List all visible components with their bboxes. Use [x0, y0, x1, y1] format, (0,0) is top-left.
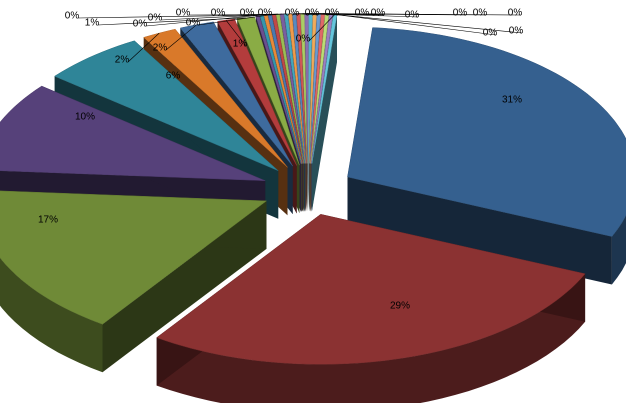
leader-line-9: [145, 15, 258, 27]
leader-line-17: [290, 13, 299, 16]
slice-label-10: 0%: [65, 11, 80, 22]
slice-cut-28-1: [311, 14, 337, 212]
slice-label-14: 0%: [211, 8, 226, 19]
leader-line-10: [77, 14, 262, 19]
slice-label-8: 1%: [85, 18, 100, 29]
pie-slice-4: [54, 40, 279, 171]
slice-label-1: 29%: [390, 301, 410, 312]
slice-label-28: 0%: [296, 34, 311, 45]
leader-line-11: [160, 14, 266, 21]
leader-line-28: [308, 13, 336, 42]
leader-line-18: [294, 13, 319, 16]
slice-label-21: 0%: [371, 8, 386, 19]
slice-cut-0-1: [347, 177, 612, 285]
slice-label-22: 0%: [405, 10, 420, 21]
leader-line-6: [165, 24, 197, 51]
leader-lines: [77, 13, 523, 63]
pie-slice-0: [347, 27, 626, 237]
slice-label-23: 0%: [453, 8, 468, 19]
slice-label-6: 2%: [153, 43, 168, 54]
slice-wall-0: [611, 215, 626, 285]
slice-label-12: 0%: [176, 8, 191, 19]
slice-label-9: 0%: [133, 19, 148, 30]
pie-slice-2: [0, 190, 268, 325]
slice-label-0: 31%: [502, 95, 522, 106]
slice-label-2: 17%: [38, 215, 58, 226]
slice-tops: [0, 13, 626, 365]
leader-line-13: [198, 14, 274, 26]
leader-line-25: [322, 13, 522, 16]
slice-label-16: 0%: [258, 8, 273, 19]
slice-label-4: 6%: [166, 71, 181, 82]
slice-label-11: 0%: [148, 13, 163, 24]
slice-label-26: 0%: [509, 26, 524, 37]
slice-labels: 31%29%17%10%6%2%2% 1%1% 0%0% 0% 0%0%0% 0% 0% 0%…: [38, 8, 523, 312]
slice-label-7: 1%: [233, 39, 248, 50]
slice-wall-1: [156, 273, 586, 403]
slice-label-15: 0%: [240, 8, 255, 19]
slice-label-20: 0%: [355, 8, 370, 19]
slice-label-24: 0%: [473, 8, 488, 19]
leader-line-5: [127, 32, 160, 63]
slice-label-5: 2%: [115, 55, 130, 66]
slice-label-18: 0%: [305, 8, 320, 19]
leader-line-26: [327, 13, 523, 34]
leader-line-16: [270, 13, 287, 16]
leader-line-15: [252, 13, 283, 16]
leader-line-7: [225, 19, 247, 47]
pie-slice-3: [0, 85, 266, 181]
slice-wall-2: [0, 257, 103, 373]
slice-label-27: 0%: [483, 28, 498, 39]
slice-label-25: 0%: [508, 8, 523, 19]
slice-label-19: 0%: [325, 8, 340, 19]
slice-label-17: 0%: [285, 8, 300, 19]
leader-line-27: [331, 13, 497, 36]
slice-label-13: 0%: [186, 18, 201, 29]
pie-slice-1: [156, 214, 586, 365]
slice-label-3: 10%: [75, 112, 95, 123]
